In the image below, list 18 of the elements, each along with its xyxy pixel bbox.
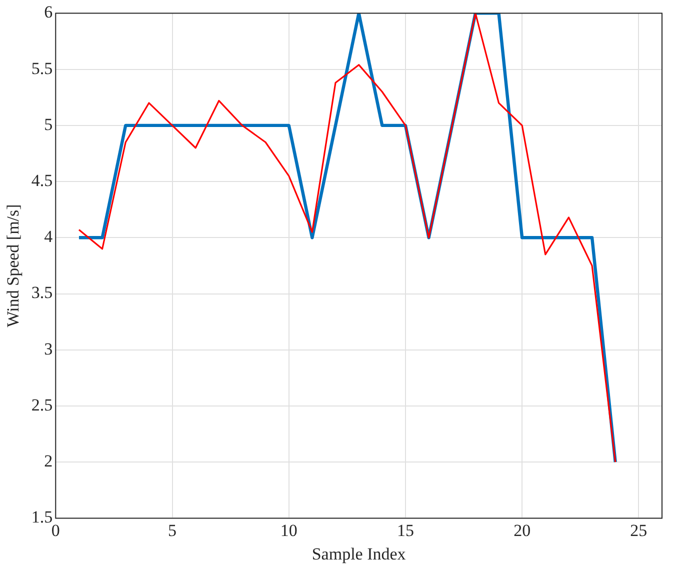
y-tick-label: 5.5 [31,58,53,78]
x-tick-label: 15 [396,520,414,540]
y-tick-label: 4.5 [31,171,53,190]
x-tick-label: 0 [51,520,60,540]
y-tick-label: 5 [44,114,53,134]
y-tick-label: 6 [44,2,53,22]
x-tick-label: 25 [630,520,648,540]
y-tick-label: 3 [44,339,53,358]
x-tick-label: 5 [168,520,177,540]
x-axis-title: Sample Index [312,544,406,564]
y-tick-label: 3.5 [31,283,53,302]
y-tick-label: 2.5 [31,395,53,414]
y-tick-label: 2 [44,452,53,471]
y-axis-title: Wind Speed [m/s] [4,204,23,328]
x-tick-label: 10 [280,520,298,540]
y-tick-label: 1.5 [31,508,53,527]
y-tick-label: 4 [44,227,54,246]
x-tick-label: 20 [514,520,531,540]
